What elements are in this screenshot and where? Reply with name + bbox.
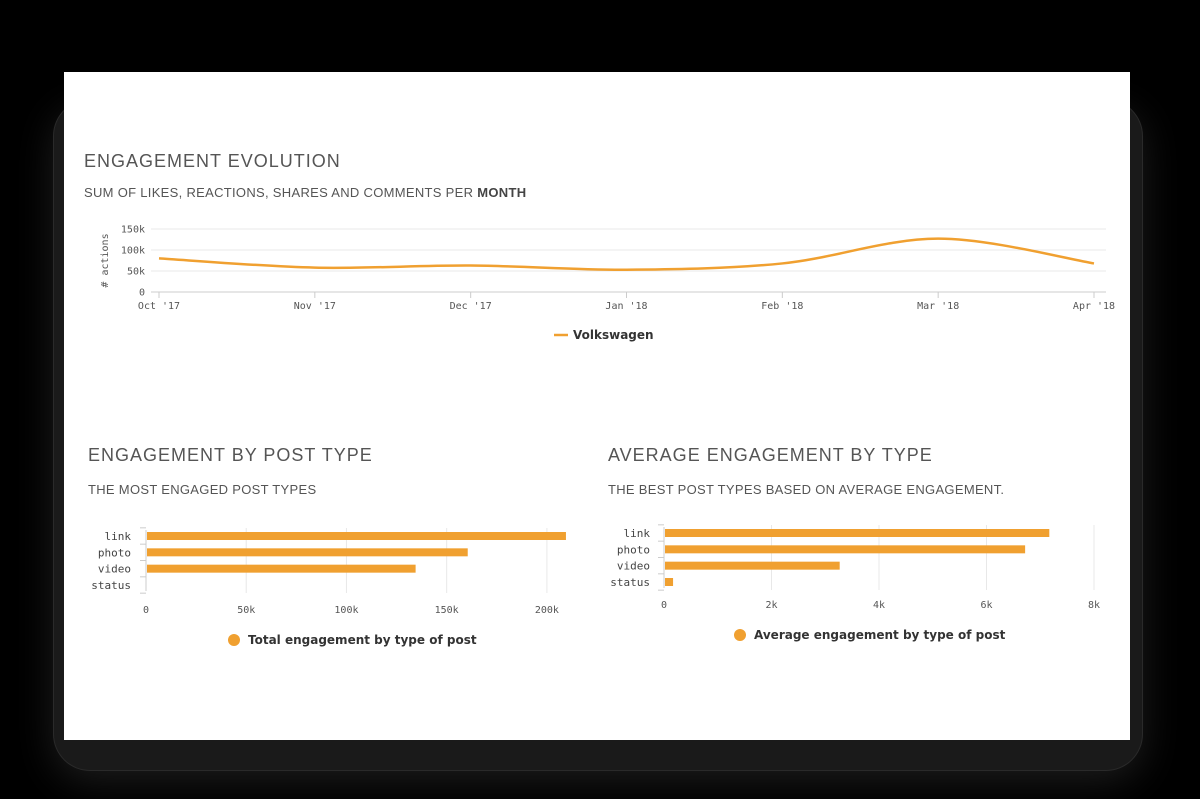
x-tick-label: 50k xyxy=(237,605,255,616)
y-tick-label: 150k xyxy=(121,225,145,236)
bar-video xyxy=(147,564,416,573)
legend-dot xyxy=(228,634,240,646)
bar-photo xyxy=(147,548,468,557)
y-tick-label: 50k xyxy=(127,267,145,278)
x-tick-label: 2k xyxy=(765,600,777,611)
x-tick-label: 6k xyxy=(980,600,992,611)
bar-link xyxy=(665,529,1050,537)
legend-dot xyxy=(734,629,746,641)
dashboard-card: ENGAGEMENT EVOLUTION SUM OF LIKES, REACT… xyxy=(64,72,1130,740)
x-tick-label: Jan '18 xyxy=(605,301,647,312)
x-tick-label: Mar '18 xyxy=(917,301,959,312)
x-tick-label: Apr '18 xyxy=(1073,301,1115,312)
x-tick-label: Nov '17 xyxy=(294,301,336,312)
bar-photo xyxy=(665,545,1026,554)
x-tick-label: 4k xyxy=(873,600,885,611)
bar-video xyxy=(665,561,840,570)
series-line-volkswagen xyxy=(158,237,1095,271)
category-label-video: video xyxy=(617,560,650,573)
bar-link xyxy=(147,532,566,540)
engagement-evolution-subtitle-text: SUM OF LIKES, REACTIONS, SHARES AND COMM… xyxy=(84,185,474,200)
category-label-photo: photo xyxy=(617,543,650,556)
bar-status xyxy=(665,578,674,586)
y-tick-label: 0 xyxy=(139,288,145,299)
legend-label: Average engagement by type of post xyxy=(754,628,1006,642)
category-label-link: link xyxy=(105,530,132,543)
category-label-photo: photo xyxy=(98,546,131,559)
x-tick-label: Feb '18 xyxy=(761,301,803,312)
category-label-video: video xyxy=(98,563,131,576)
y-tick-label: 100k xyxy=(121,246,145,257)
engagement-by-post-type-title: ENGAGEMENT BY POST TYPE xyxy=(88,445,373,465)
legend-label: Total engagement by type of post xyxy=(248,633,477,647)
category-label-link: link xyxy=(624,527,651,540)
x-tick-label: 150k xyxy=(435,605,459,616)
engagement-by-post-type-chart: 0 50k 100k 150k 200k link photo video status Tota… xyxy=(91,527,566,647)
x-tick-label: 0 xyxy=(661,600,667,611)
x-tick-label: 200k xyxy=(535,605,559,616)
y-axis-label: # actions xyxy=(100,233,111,287)
category-label-status: status xyxy=(91,579,131,592)
x-tick-label: Oct '17 xyxy=(138,301,180,312)
engagement-by-post-type-subtitle: THE MOST ENGAGED POST TYPES xyxy=(88,482,317,497)
engagement-evolution-title: ENGAGEMENT EVOLUTION xyxy=(84,151,341,171)
category-label-status: status xyxy=(610,576,650,589)
average-engagement-by-type-chart: 0 2k 4k 6k 8k link photo video status Average eng… xyxy=(610,524,1100,642)
engagement-evolution-subtitle-bold: MONTH xyxy=(477,185,527,200)
x-tick-label: 8k xyxy=(1088,600,1100,611)
engagement-evolution-chart: 0 50k 100k 150k # actions Oct '17 Nov '17 Dec '… xyxy=(100,225,1115,343)
x-tick-label: 0 xyxy=(143,605,149,616)
average-engagement-by-type-subtitle: THE BEST POST TYPES BASED ON AVERAGE ENG… xyxy=(608,482,1005,497)
average-engagement-by-type-title: AVERAGE ENGAGEMENT BY TYPE xyxy=(608,445,933,465)
x-tick-label: 100k xyxy=(334,605,358,616)
engagement-evolution-subtitle: SUM OF LIKES, REACTIONS, SHARES AND COMM… xyxy=(84,185,526,200)
x-tick-label: Dec '17 xyxy=(450,301,492,312)
legend-label: Volkswagen xyxy=(573,328,654,342)
